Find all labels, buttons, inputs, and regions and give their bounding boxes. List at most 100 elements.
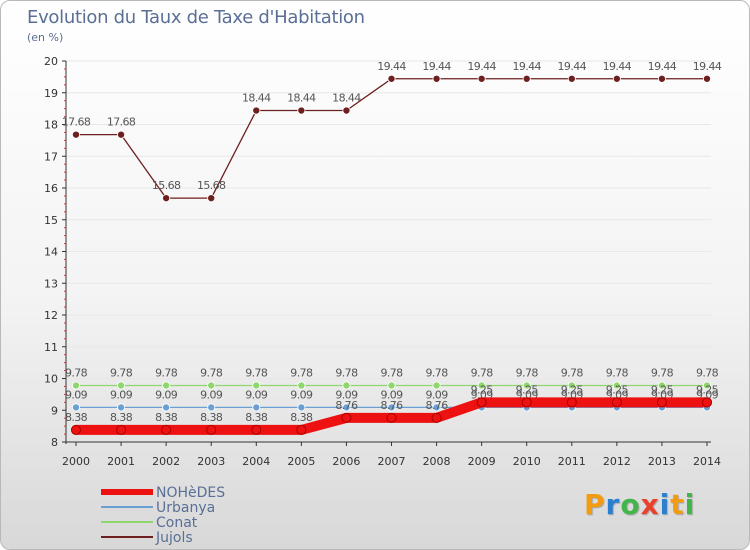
data-label-conat-2003: 9.78 (200, 366, 223, 379)
data-point-jujols-2002 (162, 194, 171, 203)
data-label-conat-2006: 9.78 (335, 366, 358, 379)
legend-label-urbanya: Urbanya (156, 500, 216, 516)
data-point-jujols-2007 (387, 74, 396, 83)
data-point-jujols-2006 (342, 106, 351, 115)
data-point-urbanya-2007 (387, 403, 396, 412)
data-point-noh-des-2007 (386, 412, 397, 423)
logo-letter: i (684, 488, 696, 521)
data-label-conat-2002: 9.78 (155, 366, 178, 379)
data-label-noh-des-2000: 8.38 (65, 411, 88, 424)
data-point-conat-2014 (703, 381, 712, 390)
x-tick-label-2014: 2014 (693, 455, 721, 468)
y-tick-label-11: 11 (44, 341, 58, 354)
legend-swatch-conat (101, 521, 153, 523)
legend-label-jujols: Jujols (156, 530, 193, 546)
data-label-conat-2004: 9.78 (245, 366, 268, 379)
data-point-noh-des-2012 (611, 397, 622, 408)
x-tick-label-2011: 2011 (558, 455, 586, 468)
data-point-jujols-2004 (252, 106, 261, 115)
y-tick-label-9: 9 (51, 404, 58, 417)
data-label-noh-des-2008: 8.76 (426, 399, 449, 412)
data-label-jujols-2012: 19.44 (603, 60, 632, 73)
data-label-noh-des-2004: 8.38 (245, 411, 268, 424)
data-label-noh-des-2005: 8.38 (290, 411, 313, 424)
y-tick-label-14: 14 (44, 246, 58, 259)
data-label-noh-des-2011: 9.25 (561, 383, 584, 396)
y-tick-label-19: 19 (44, 87, 58, 100)
data-point-jujols-2012 (612, 74, 621, 83)
y-tick-label-10: 10 (44, 373, 58, 386)
data-point-conat-2000 (72, 381, 81, 390)
x-tick-label-2001: 2001 (107, 455, 135, 468)
data-point-conat-2004 (252, 381, 261, 390)
y-tick-label-13: 13 (44, 277, 58, 290)
data-label-noh-des-2013: 9.25 (651, 383, 674, 396)
data-label-conat-2009: 9.78 (471, 366, 494, 379)
y-tick-label-12: 12 (44, 309, 58, 322)
data-label-conat-2013: 9.78 (651, 366, 674, 379)
proxiti-logo: Proxiti (584, 488, 695, 521)
data-point-conat-2010 (522, 381, 531, 390)
data-point-conat-2009 (477, 381, 486, 390)
data-label-noh-des-2014: 9.25 (696, 383, 719, 396)
data-label-urbanya-2007: 9.09 (380, 388, 403, 401)
data-point-jujols-2009 (477, 74, 486, 83)
legend-label-conat: Conat (156, 515, 198, 531)
x-tick-label-2008: 2008 (423, 455, 451, 468)
data-label-jujols-2004: 18.44 (242, 92, 271, 105)
legend-swatch-nohedes (101, 489, 153, 495)
y-axis-unit: (en %) (27, 31, 64, 44)
data-point-conat-2007 (387, 381, 396, 390)
data-label-conat-2011: 9.78 (561, 366, 584, 379)
data-label-conat-2000: 9.78 (65, 366, 88, 379)
data-point-urbanya-2008 (432, 403, 441, 412)
data-point-conat-2006 (342, 381, 351, 390)
y-tick-label-18: 18 (44, 119, 58, 132)
data-point-conat-2008 (432, 381, 441, 390)
logo-letter: P (584, 488, 606, 521)
x-tick-label-2006: 2006 (332, 455, 360, 468)
x-tick-label-2003: 2003 (197, 455, 225, 468)
data-label-conat-2001: 9.78 (110, 366, 133, 379)
data-point-noh-des-2000 (71, 424, 81, 435)
data-label-noh-des-2007: 8.76 (380, 399, 403, 412)
data-label-conat-2008: 9.78 (426, 366, 449, 379)
data-label-urbanya-2006: 9.09 (335, 388, 358, 401)
data-label-urbanya-2003: 9.09 (200, 388, 223, 401)
data-point-conat-2002 (162, 381, 171, 390)
data-label-jujols-2007: 19.44 (377, 60, 406, 73)
logo-letter: r (605, 488, 621, 521)
chart-title: Evolution du Taux de Taxe d'Habitation (27, 7, 365, 28)
data-label-jujols-2011: 19.44 (558, 60, 587, 73)
data-point-noh-des-2005 (296, 424, 307, 435)
data-point-conat-2001 (117, 381, 126, 390)
data-label-urbanya-2000: 9.09 (65, 388, 88, 401)
data-point-jujols-2001 (117, 130, 126, 139)
data-label-noh-des-2001: 8.38 (110, 411, 133, 424)
data-point-jujols-2000 (72, 130, 81, 139)
x-tick-label-2007: 2007 (378, 455, 406, 468)
data-point-noh-des-2006 (341, 412, 352, 423)
data-label-jujols-2000: 17.68 (62, 116, 91, 129)
x-tick-label-2009: 2009 (468, 455, 496, 468)
data-point-jujols-2003 (207, 194, 216, 203)
data-point-jujols-2008 (432, 74, 441, 83)
data-label-conat-2014: 9.78 (696, 366, 719, 379)
data-label-urbanya-2004: 9.09 (245, 388, 268, 401)
data-point-conat-2011 (567, 381, 576, 390)
data-label-noh-des-2006: 8.76 (335, 399, 358, 412)
data-point-urbanya-2001 (117, 403, 126, 412)
logo-letter: i (659, 488, 671, 521)
x-tick-label-2005: 2005 (287, 455, 315, 468)
data-point-noh-des-2002 (161, 424, 172, 435)
y-tick-label-17: 17 (44, 150, 58, 163)
data-label-urbanya-2002: 9.09 (155, 388, 178, 401)
data-label-noh-des-2009: 9.25 (471, 383, 494, 396)
legend-label-nohedes: NOHèDES (156, 485, 226, 501)
data-point-noh-des-2003 (206, 424, 217, 435)
data-point-conat-2013 (657, 381, 666, 390)
data-point-urbanya-2003 (207, 403, 216, 412)
data-point-noh-des-2008 (431, 412, 442, 423)
data-label-jujols-2009: 19.44 (467, 60, 496, 73)
